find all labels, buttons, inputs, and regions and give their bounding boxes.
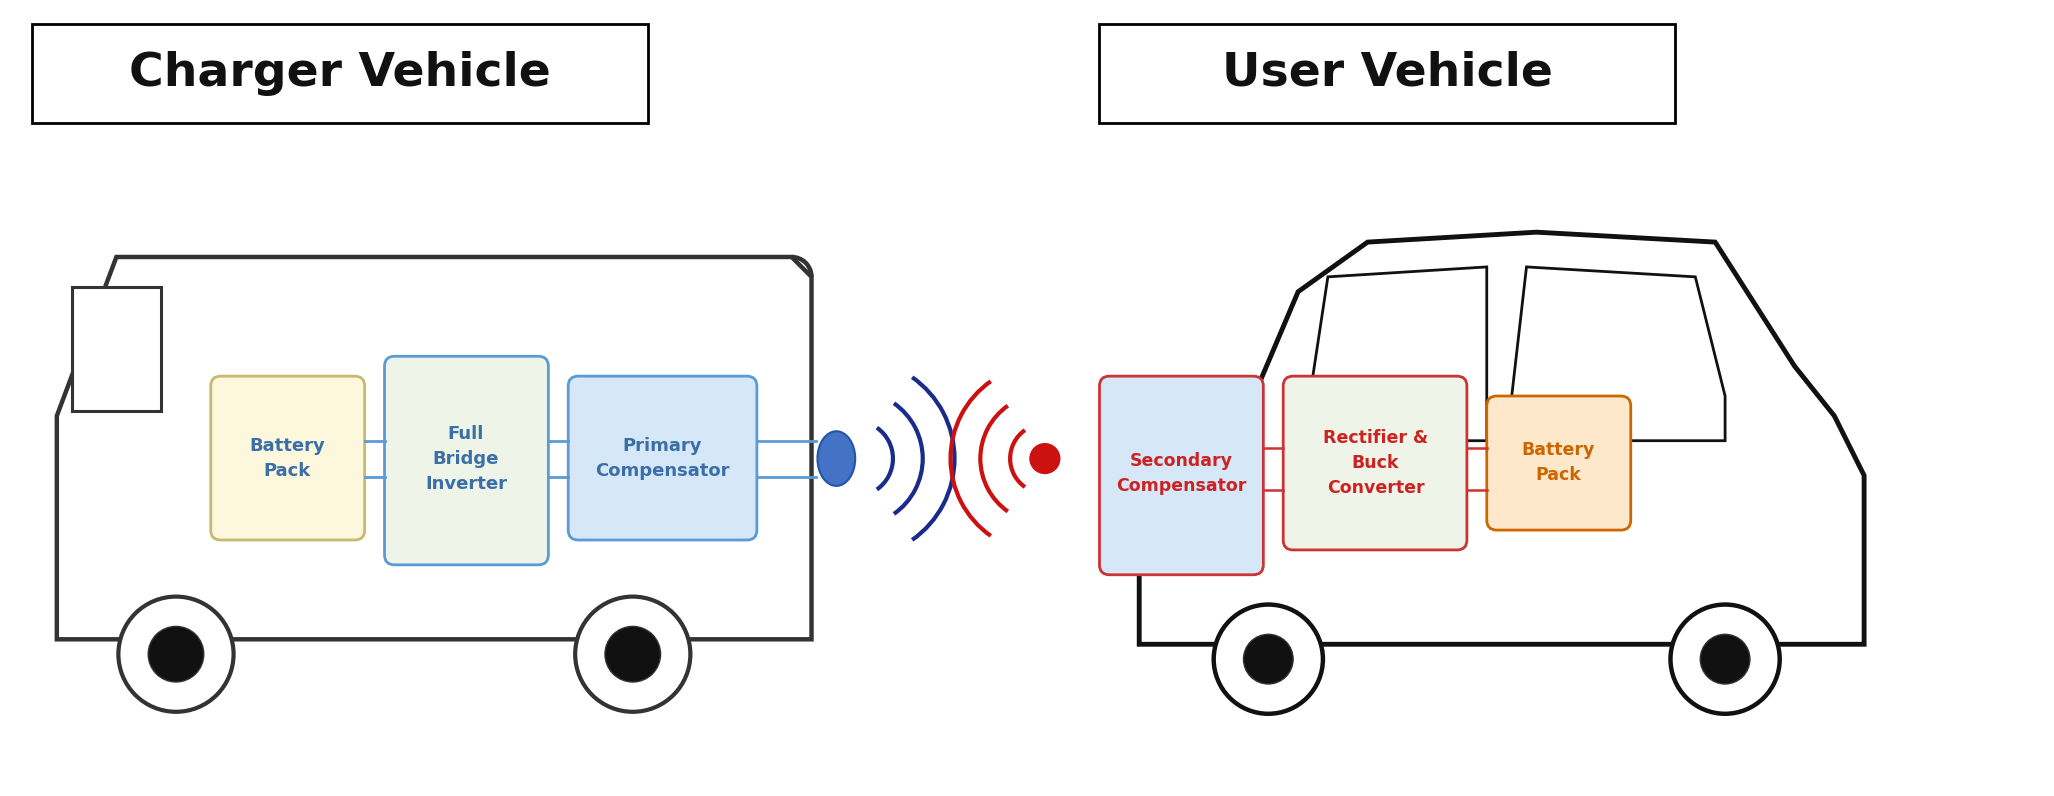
Circle shape [1670, 604, 1779, 714]
PathPatch shape [58, 257, 811, 639]
Circle shape [1214, 604, 1323, 714]
Circle shape [1701, 634, 1750, 684]
Text: Primary
Compensator: Primary Compensator [596, 437, 729, 480]
PathPatch shape [1302, 267, 1487, 441]
Text: User Vehicle: User Vehicle [1222, 51, 1553, 96]
Circle shape [1243, 634, 1294, 684]
Circle shape [119, 597, 234, 712]
FancyBboxPatch shape [569, 377, 756, 540]
PathPatch shape [1140, 232, 1865, 644]
FancyBboxPatch shape [384, 357, 548, 565]
Bar [1099, 24, 1676, 123]
FancyBboxPatch shape [1099, 377, 1263, 575]
PathPatch shape [1508, 267, 1725, 441]
Ellipse shape [817, 431, 854, 486]
Circle shape [148, 626, 203, 682]
Circle shape [575, 597, 690, 712]
Text: Secondary
Compensator: Secondary Compensator [1115, 452, 1247, 495]
Text: Battery
Pack: Battery Pack [1522, 441, 1596, 484]
Text: Battery
Pack: Battery Pack [249, 437, 325, 480]
Circle shape [1029, 443, 1060, 474]
Text: Charger Vehicle: Charger Vehicle [129, 51, 550, 96]
FancyBboxPatch shape [212, 377, 366, 540]
FancyBboxPatch shape [1284, 377, 1467, 550]
Text: Full
Bridge
Inverter: Full Bridge Inverter [425, 424, 507, 493]
FancyBboxPatch shape [1487, 396, 1631, 530]
Text: Rectifier &
Buck
Converter: Rectifier & Buck Converter [1323, 428, 1428, 497]
Circle shape [606, 626, 661, 682]
Bar [33, 24, 647, 123]
PathPatch shape [72, 287, 160, 411]
